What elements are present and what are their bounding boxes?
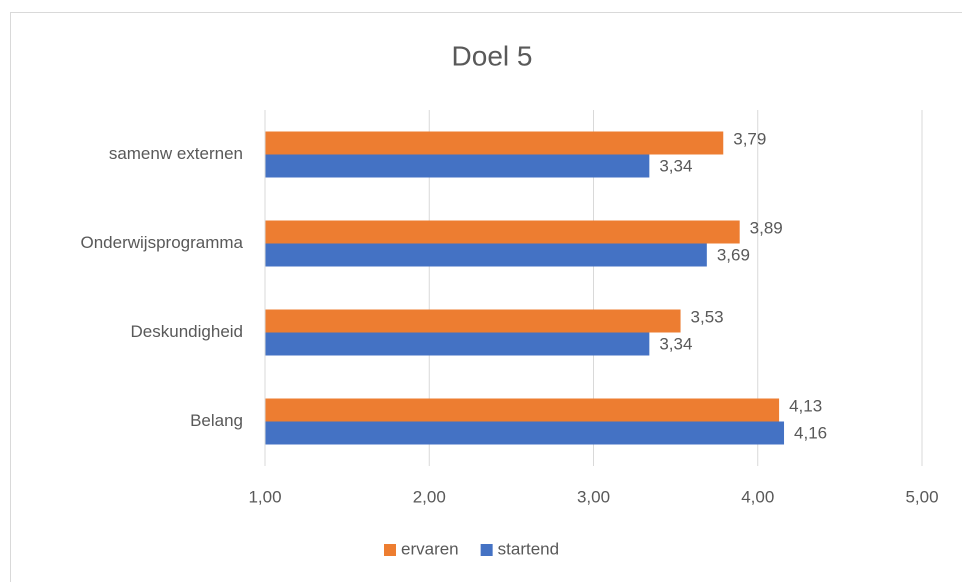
data-label: 3,79 xyxy=(733,129,766,148)
chart-frame xyxy=(10,12,962,582)
data-label: 3,53 xyxy=(691,307,724,326)
bar xyxy=(265,220,740,244)
data-label: 3,69 xyxy=(717,245,750,264)
data-label: 3,34 xyxy=(659,334,692,353)
bar xyxy=(265,154,650,178)
chart-title: Doel 5 xyxy=(452,40,533,71)
bar xyxy=(265,309,681,333)
y-tick-label: Belang xyxy=(190,411,243,430)
bar xyxy=(265,332,650,356)
y-tick-label: Deskundigheid xyxy=(131,322,243,341)
y-tick-label: Onderwijsprogramma xyxy=(81,233,244,252)
x-tick-label: 3,00 xyxy=(577,487,610,506)
data-label: 3,89 xyxy=(750,218,783,237)
x-tick-label: 5,00 xyxy=(905,487,938,506)
legend-swatch xyxy=(384,544,396,556)
bar xyxy=(265,243,707,267)
data-label: 3,34 xyxy=(659,156,692,175)
legend-label: ervaren xyxy=(401,539,459,558)
legend-swatch xyxy=(480,544,493,556)
data-label: 4,16 xyxy=(794,423,827,442)
legend-label: startend xyxy=(498,539,559,558)
bar xyxy=(265,421,785,445)
y-tick-label: samenw externen xyxy=(109,144,243,163)
x-tick-label: 4,00 xyxy=(741,487,774,506)
bar xyxy=(265,398,780,422)
bar xyxy=(265,131,724,155)
x-tick-label: 2,00 xyxy=(413,487,446,506)
x-tick-label: 1,00 xyxy=(248,487,281,506)
data-label: 4,13 xyxy=(789,396,822,415)
